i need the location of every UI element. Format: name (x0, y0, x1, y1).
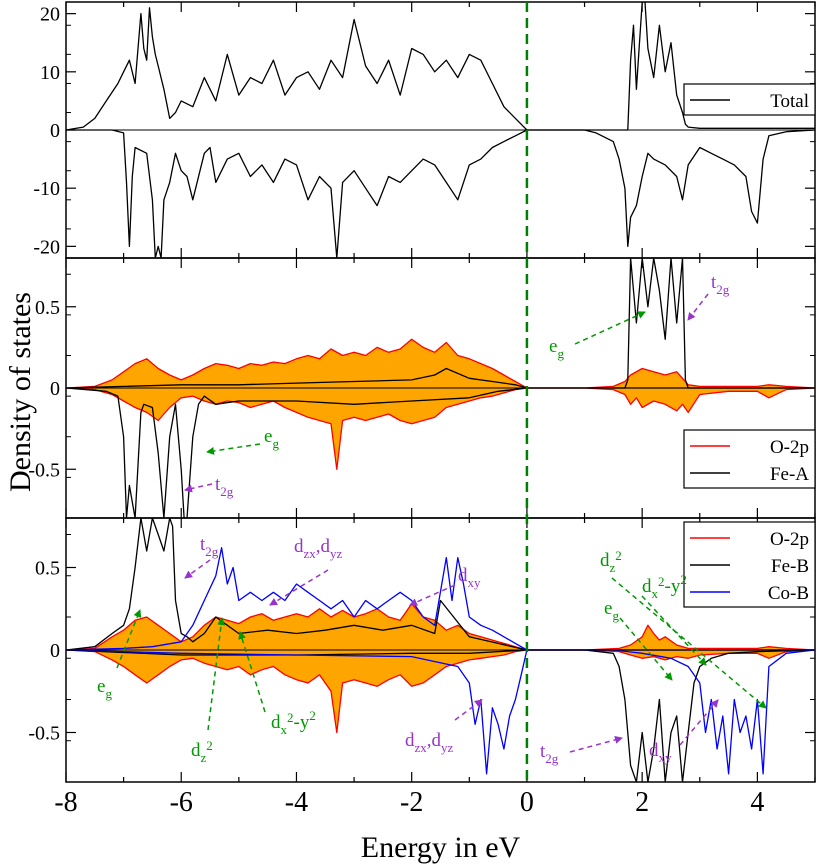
series-line (526, 649, 815, 661)
annotation-label: t2g (200, 534, 219, 559)
series-line (66, 518, 815, 651)
annotation-label: t2g (215, 474, 234, 499)
legend: Total (683, 83, 816, 116)
x-axis-title: Energy in eV (361, 831, 521, 864)
annotation-arrow (116, 609, 142, 669)
annotation-arrow (184, 483, 213, 493)
series-fill (526, 388, 815, 413)
legend-label: Co-B (768, 583, 809, 604)
annotation-arrow (679, 699, 719, 746)
series-line (66, 258, 815, 389)
y-tick-label: 0 (50, 378, 60, 400)
annotation-label: t2g (540, 741, 559, 766)
annotation-arrow (611, 577, 767, 709)
y-tick-label: 20 (40, 4, 60, 26)
series-line (66, 547, 815, 651)
annotation-arrow (574, 311, 646, 345)
annotation-label: dz2 (600, 548, 622, 575)
legend-label: Total (770, 91, 809, 112)
annotation-label: eg (549, 336, 564, 361)
series-fill (66, 603, 527, 650)
annotation-label: dxy (649, 740, 672, 765)
series-line (526, 2, 815, 131)
series-line (66, 387, 815, 518)
annotation-label: dz2 (191, 738, 213, 765)
y-tick-label: -0.5 (28, 723, 60, 745)
annotation-label: dzx,dyz (405, 730, 454, 755)
series-line (66, 338, 528, 389)
series-line (526, 129, 815, 248)
annotation-arrow (206, 443, 261, 455)
x-tick-label: -4 (285, 787, 308, 818)
panel-total: -20 -10 0 10 20 Total (33, 1, 816, 259)
series-line (66, 7, 528, 131)
series-fill (66, 650, 527, 733)
annotation-arrow (207, 617, 226, 731)
x-tick-label: -2 (400, 787, 423, 818)
x-tick-label: 2 (635, 787, 649, 818)
series-line (66, 649, 815, 775)
annotation-arrow (238, 631, 266, 713)
series-line (526, 624, 815, 651)
legend-label: Fe-A (770, 464, 809, 485)
annotation-label: dx2-y2 (642, 572, 687, 601)
annotation-arrow (409, 584, 456, 606)
annotation-label: eg (97, 676, 112, 701)
x-tick-label: -6 (170, 787, 193, 818)
annotation-arrow (687, 293, 709, 321)
series-fill (66, 388, 527, 470)
series-line (66, 603, 528, 651)
x-tick-label: 0 (520, 787, 534, 818)
legend: O-2p Fe-A (683, 429, 816, 489)
annotation-label: eg (604, 598, 619, 623)
x-tick-label: -8 (54, 787, 77, 818)
panel-b-site: -0.5 0 0.5 O-2p Fe-B Co-B (28, 517, 816, 783)
series-line (66, 649, 815, 782)
y-tick-label: 0.5 (35, 297, 60, 319)
legend-label: O-2p (770, 437, 809, 458)
y-tick-label: 0.5 (35, 558, 60, 580)
legend-label: Fe-B (771, 556, 809, 577)
y-tick-label: 0 (50, 640, 60, 662)
annotation-arrow (619, 617, 673, 681)
x-tick-label: 4 (750, 787, 764, 818)
annotation-label: dzx,dyz (294, 536, 343, 561)
annotation-arrow (569, 735, 623, 753)
annotation-arrow (641, 595, 707, 666)
y-tick-label: -0.5 (28, 459, 60, 481)
series-line (526, 367, 815, 389)
legend-label: O-2p (770, 529, 809, 550)
annotation-label: t2g (711, 272, 730, 297)
x-axis-ticks: -8 -6 -4 -2 0 2 4 (54, 787, 764, 818)
y-tick-label: -10 (33, 178, 60, 200)
series-fill (526, 625, 815, 650)
annotation-arrow (184, 559, 211, 579)
annotation-label: dxy (458, 565, 481, 590)
series-fill (66, 339, 527, 388)
y-tick-label: 10 (40, 62, 60, 84)
annotation-arrow (454, 699, 483, 721)
series-line (66, 129, 528, 258)
y-tick-label: -20 (33, 236, 60, 258)
series-line (526, 387, 815, 414)
annotation-label: dx2-y2 (271, 708, 316, 737)
series-line (66, 387, 527, 470)
legend-box (683, 429, 816, 489)
legend: O-2p Fe-B Co-B (683, 521, 816, 608)
y-tick-label: 0 (50, 120, 60, 142)
series-fill (526, 368, 815, 388)
y-axis-title: Density of states (4, 292, 37, 492)
panel-fe-a: -0.5 0 0.5 O-2p Fe-A (28, 257, 816, 519)
annotation-arrow (269, 569, 329, 606)
annotation-label: eg (264, 426, 279, 451)
